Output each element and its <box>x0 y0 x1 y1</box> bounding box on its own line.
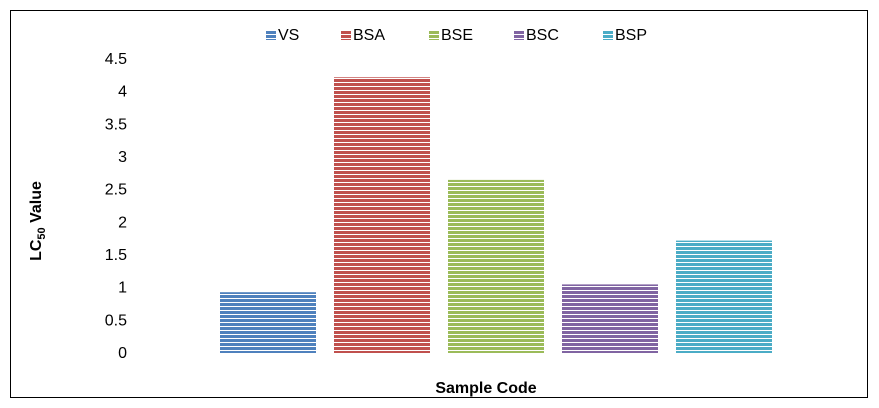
legend-item-bse: BSE <box>429 27 473 44</box>
y-tick-label: 4.5 <box>105 51 127 68</box>
y-axis-ticks: 0 0.5 1 1.5 2 2.5 3 3.5 4 4.5 <box>105 51 127 362</box>
legend-item-bsp: BSP <box>603 27 647 44</box>
y-axis-title: LC50 Value <box>28 181 48 261</box>
y-axis-title-main: LC <box>28 239 45 261</box>
y-tick-label: 2.5 <box>105 182 127 199</box>
legend: VS BSA BSE BSC BSP <box>266 27 647 44</box>
bar-vs <box>220 292 316 353</box>
y-tick-label: 1 <box>118 280 127 297</box>
legend-label: BSE <box>441 27 473 44</box>
legend-item-bsc: BSC <box>514 27 559 44</box>
legend-swatch <box>429 30 439 40</box>
y-axis-title-subscript: 50 <box>36 227 48 239</box>
y-tick-label: 4 <box>118 84 127 101</box>
legend-label: BSP <box>615 27 647 44</box>
bar-bsp <box>676 240 772 353</box>
y-tick-label: 1.5 <box>105 247 127 264</box>
bar-bsa <box>334 77 430 354</box>
chart-frame: VS BSA BSE BSC BSP 0 0.5 1 1.5 2 2.5 3 3.5 4 4.5 LC50… <box>10 10 868 398</box>
bar-bse <box>448 179 544 353</box>
legend-item-vs: VS <box>266 27 299 44</box>
y-tick-label: 2 <box>118 214 127 231</box>
y-tick-label: 3 <box>118 149 127 166</box>
bar-bsc <box>562 284 658 353</box>
legend-swatch <box>341 30 351 40</box>
legend-swatch <box>603 30 613 40</box>
bars <box>220 77 772 354</box>
x-axis-title: Sample Code <box>435 380 536 397</box>
bar-chart: VS BSA BSE BSC BSP 0 0.5 1 1.5 2 2.5 3 3.5 4 4.5 LC50… <box>28 27 772 397</box>
legend-swatch <box>266 30 276 40</box>
y-tick-label: 3.5 <box>105 116 127 133</box>
legend-label: BSA <box>353 27 385 44</box>
legend-label: BSC <box>526 27 559 44</box>
y-tick-label: 0 <box>118 345 127 362</box>
legend-label: VS <box>278 27 299 44</box>
legend-swatch <box>514 30 524 40</box>
y-tick-label: 0.5 <box>105 312 127 329</box>
legend-item-bsa: BSA <box>341 27 385 44</box>
y-axis-title-suffix: Value <box>28 181 45 227</box>
